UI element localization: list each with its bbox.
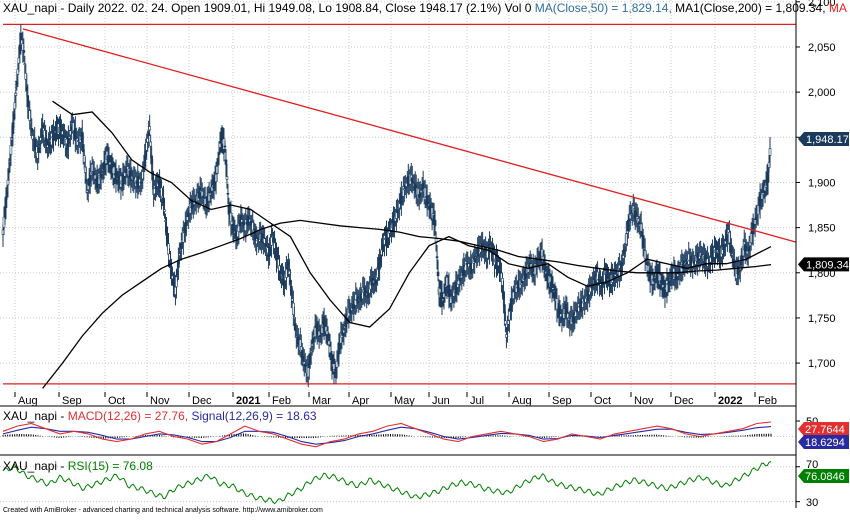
price-body [223, 145, 227, 148]
signal-badge: 18.6294 [798, 435, 849, 449]
price-body [6, 179, 10, 186]
x-tick-label: 2021 [236, 395, 260, 407]
x-tick-label: Feb [272, 395, 291, 407]
x-tick-label: Oct [594, 395, 611, 407]
y-tick-label: 1,850 [808, 223, 836, 235]
header-ma50: MA(Close,50) = 1,829.14, [535, 1, 672, 15]
price-body [226, 192, 230, 195]
x-tick-label: Aug [18, 395, 38, 407]
header-symbol: XAU_napi [3, 1, 57, 15]
x-tick-label: Dec [674, 395, 694, 407]
rsi-header-value: RSI(15) = 76.08 [68, 459, 153, 473]
x-tick-label: Sep [552, 395, 572, 407]
rsi-tick-70: 70 [806, 459, 818, 471]
price-body [81, 144, 85, 153]
y-tick-label: 2,050 [808, 42, 836, 54]
price-body [225, 176, 229, 180]
y-tick-label: 2,100 [808, 0, 836, 9]
price-body [766, 173, 770, 183]
ma200-line [42, 219, 772, 389]
price-body [23, 63, 27, 65]
price-body [22, 50, 26, 53]
rsi-badge: 76.0846 [798, 469, 849, 483]
macd-header-symbol: XAU_napi - [3, 409, 68, 423]
x-tick-label: Aug [512, 395, 532, 407]
horizontal-lines [3, 23, 796, 385]
x-tick-label: Oct [108, 395, 125, 407]
footer-credit: Created with AmiBroker - advanced charti… [3, 507, 323, 514]
macd-badge-label: 27.7644 [805, 424, 845, 436]
rsi-tick-30: 30 [806, 497, 818, 509]
trend-line [22, 28, 797, 243]
y-tick-label: 1,900 [808, 177, 836, 189]
x-tick-label: Feb [758, 395, 777, 407]
x-tick-label: 2022 [718, 395, 742, 407]
x-tick-label: May [394, 395, 415, 407]
x-tick-label: Nov [634, 395, 654, 407]
rsi-header-symbol: XAU_napi - [3, 459, 68, 473]
macd-header: XAU_napi - MACD(12,26) = 27.76, Signal(1… [3, 409, 317, 423]
rsi-badge-label: 76.0846 [805, 471, 845, 483]
price-body [148, 126, 151, 131]
macd-line [2, 421, 772, 448]
ma-price-badge: 1,809.34 [798, 257, 849, 272]
macd-badge: 27.7644 [798, 422, 849, 436]
price-body [175, 276, 178, 288]
x-tick-label: Mar [312, 395, 331, 407]
x-tick-label: Apr [352, 395, 369, 407]
price-body [504, 320, 507, 325]
ma50-line [52, 100, 772, 328]
price-body [151, 170, 154, 181]
close-price-label: 1,948.17 [806, 134, 849, 146]
price-body [435, 256, 439, 258]
main-header: XAU_napi - Daily 2022. 02. 24. Open 1909… [3, 1, 847, 15]
price-body [436, 271, 440, 277]
rsi-line [2, 461, 772, 505]
y-tick-label: 1,700 [808, 358, 836, 370]
price-body [224, 159, 228, 165]
ma-price-label: 1,809.34 [806, 259, 849, 271]
price-body [9, 145, 13, 155]
price-body [14, 93, 18, 96]
close-price-badge: 1,948.17 [798, 131, 849, 146]
price-body [149, 141, 152, 147]
price-body [433, 219, 437, 227]
price-body [4, 196, 8, 209]
price-body [768, 148, 772, 156]
header-ma200: MA1(Close,200) = 1,809.34, [672, 1, 826, 15]
rsi-grid [0, 466, 800, 503]
macd-header-value: MACD(12,26) = 27.76, [68, 409, 188, 423]
y-tick-label: 1,750 [808, 313, 836, 325]
price-body [7, 170, 11, 174]
rsi-header: XAU_napi - RSI(15) = 76.08 [3, 459, 153, 473]
price-body [503, 304, 506, 314]
x-tick-label: Jul [470, 395, 484, 407]
price-series [1, 24, 772, 388]
signal-badge-label: 18.6294 [805, 437, 845, 449]
price-body [163, 209, 166, 212]
price-body [26, 95, 30, 108]
x-tick-label: Jun [432, 395, 450, 407]
header-ma-extra: MA [826, 1, 847, 15]
x-tick-label: Sep [62, 395, 82, 407]
y-tick-label: 2,000 [808, 87, 836, 99]
x-tick-label: Nov [150, 395, 170, 407]
time-axis: Aug Sep Oct Nov Dec 2021 Feb Mar Apr May Jun Jul Aug… [14, 392, 777, 407]
macd-header-signal: Signal(12,26,9) = 18.63 [188, 409, 317, 423]
header-ohlc: - Daily 2022. 02. 24. Open 1909.01, Hi 1… [57, 1, 535, 15]
x-tick-label: Dec [192, 395, 212, 407]
